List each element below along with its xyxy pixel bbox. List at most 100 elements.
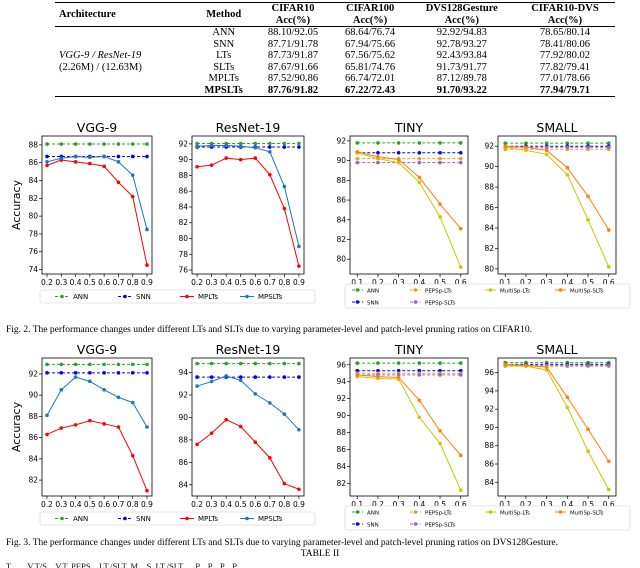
data-point	[253, 375, 258, 379]
data-point	[45, 362, 49, 367]
data-point	[376, 154, 380, 159]
data-point	[282, 481, 287, 486]
x-tick-label: 0.4	[413, 278, 425, 287]
data-point	[102, 164, 106, 169]
y-tick-label: 80	[178, 234, 188, 243]
data-point	[524, 148, 528, 153]
data-point	[73, 154, 78, 159]
x-tick-label: 0.9	[141, 500, 153, 509]
data-point	[130, 173, 135, 177]
data-point	[116, 180, 121, 185]
legend-label: MPLTs	[198, 515, 218, 523]
legend-item: MultiSp-SLTs	[555, 510, 604, 517]
data-point	[458, 141, 463, 145]
data-point	[130, 142, 135, 146]
table-cell-dvs: 91.73/91.77	[436, 61, 487, 73]
y-tick-label: 86	[336, 445, 346, 454]
legend-label: MultiSp-SLTs	[570, 511, 604, 517]
y-axis-label: Accuracy	[10, 179, 23, 230]
header-architecture: Architecture	[59, 8, 116, 20]
x-tick-label: 0.1	[351, 500, 363, 509]
legend-marker	[558, 288, 563, 292]
x-tick-label: 0.9	[293, 500, 305, 509]
data-point	[458, 156, 463, 161]
data-point	[73, 142, 78, 146]
data-point	[73, 160, 78, 164]
y-tick-label: 88	[28, 412, 38, 421]
data-point	[268, 401, 272, 405]
legend-label: MultiSp-LTs	[500, 511, 530, 517]
data-point	[88, 155, 92, 160]
data-point	[565, 405, 570, 410]
table-cell-dvs: 91.70/93.22	[436, 84, 487, 96]
x-tick-label: 0.8	[278, 278, 290, 287]
table-cell-method: ANN	[212, 27, 236, 38]
y-tick-label: 82	[28, 476, 38, 485]
data-point	[396, 375, 401, 380]
data-point	[73, 423, 78, 427]
data-point	[355, 160, 360, 165]
y-tick-label: 88	[28, 140, 38, 149]
x-tick-label: 0.8	[127, 500, 139, 509]
y-tick-label: 94	[484, 386, 494, 395]
legend-marker	[488, 288, 493, 292]
legend-item: MultiSp-LTs	[485, 288, 530, 295]
data-point	[606, 141, 611, 145]
x-tick-label: 0.2	[520, 500, 532, 509]
legend-item: PEPSp-LTs	[410, 510, 452, 517]
data-point	[282, 206, 287, 211]
series-line-multisp-lts	[505, 364, 610, 490]
y-tick-label: 90	[484, 162, 494, 171]
data-point	[59, 388, 64, 392]
data-point	[565, 173, 570, 177]
data-point	[238, 141, 243, 146]
data-point	[145, 142, 149, 146]
data-point	[116, 154, 121, 159]
y-tick-label: 88	[484, 183, 494, 192]
data-point	[224, 361, 228, 366]
data-point	[458, 160, 463, 165]
data-point	[524, 363, 528, 368]
y-tick-label: 92	[484, 142, 494, 151]
table-cell-dvs: 87.12/89.78	[436, 73, 487, 84]
data-point	[438, 361, 442, 365]
data-point	[238, 424, 243, 429]
table-row: SNN 87.71/91.78 67.94/75.66 92.78/93.27 78.4…	[55, 39, 615, 51]
data-point	[268, 141, 272, 146]
y-tick-label: 84	[178, 480, 188, 489]
data-point	[73, 375, 78, 379]
y-tick-label: 84	[178, 202, 188, 211]
y-tick-label: 82	[336, 235, 346, 244]
table-cell-dvs: 92.78/93.27	[436, 38, 487, 50]
y-tick-label: 80	[336, 255, 346, 264]
data-point	[376, 150, 380, 155]
legend-marker	[413, 288, 418, 292]
data-point	[376, 141, 380, 145]
table-row: MPLTs 87.52/90.86 66.74/72.01 87.12/89.78 77…	[55, 73, 615, 85]
legend-label: SNN	[136, 293, 151, 301]
series-line-mplts	[46, 159, 148, 266]
data-point	[268, 361, 272, 366]
legend-label: ANN	[73, 515, 88, 523]
series-line-multisp-slts	[505, 363, 610, 462]
chart-title: ResNet-19	[216, 342, 281, 357]
y-tick-label: 88	[484, 441, 494, 450]
data-point	[145, 371, 149, 375]
y-tick-label: 80	[28, 212, 38, 221]
table-cell-c10dvs: 77.92/80.02	[539, 50, 591, 61]
data-point	[268, 456, 272, 460]
x-tick-label: 0.3	[55, 278, 67, 287]
data-point	[282, 412, 287, 416]
series-line-multisp-slts	[357, 374, 462, 456]
y-tick-label: 86	[484, 460, 494, 469]
x-tick-label: 0.8	[127, 278, 139, 287]
legend-marker	[413, 300, 418, 304]
table-cell-c10dvs: 77.01/78.66	[539, 73, 591, 84]
data-point	[297, 361, 301, 366]
y-tick-label: 90	[484, 423, 494, 432]
data-point	[268, 172, 272, 177]
x-tick-label: 0.2	[191, 500, 203, 509]
data-point	[544, 141, 549, 145]
results-table: Architecture Method CIFAR10 Acc(%) CIFAR1…	[55, 2, 615, 97]
